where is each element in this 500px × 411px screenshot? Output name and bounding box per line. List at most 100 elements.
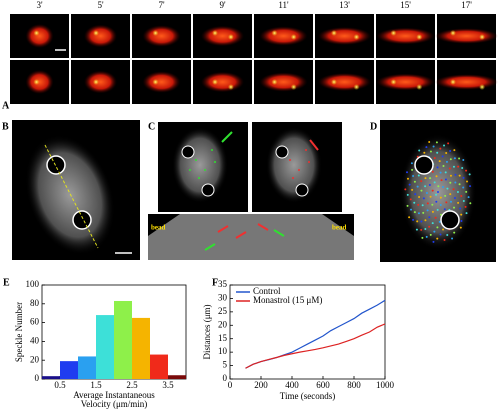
speckle bbox=[452, 165, 455, 168]
time-label: 3' bbox=[36, 0, 43, 10]
speckle bbox=[426, 202, 429, 205]
speckle bbox=[435, 141, 438, 144]
speckle bbox=[437, 191, 439, 193]
speckle bbox=[462, 186, 465, 189]
speckle bbox=[420, 189, 423, 192]
y-tick-label: 60 bbox=[30, 317, 40, 327]
y-tick-label: 35 bbox=[218, 279, 228, 289]
speckle bbox=[442, 186, 445, 189]
data-line bbox=[245, 323, 386, 369]
panel-label: C bbox=[148, 121, 155, 132]
speckle bbox=[435, 193, 438, 196]
time-label: 17' bbox=[461, 0, 472, 10]
speckle bbox=[453, 149, 456, 152]
speckle bbox=[434, 216, 437, 219]
panel-b bbox=[12, 120, 140, 260]
cell bbox=[259, 72, 308, 92]
speckle bbox=[431, 170, 434, 173]
cell bbox=[142, 25, 181, 47]
speckle bbox=[428, 140, 431, 143]
bar bbox=[42, 376, 60, 379]
speckle bbox=[421, 204, 424, 207]
bar bbox=[114, 300, 132, 379]
spot bbox=[227, 84, 234, 90]
cell bbox=[435, 28, 498, 44]
speckle bbox=[433, 181, 436, 184]
speckle bbox=[424, 227, 427, 230]
speckle bbox=[428, 216, 431, 219]
x-tick-label: 0 bbox=[228, 380, 233, 390]
legend-label: Control bbox=[253, 286, 281, 296]
bar bbox=[60, 361, 78, 379]
speckle bbox=[458, 157, 461, 160]
speckle bbox=[431, 222, 434, 225]
speckle bbox=[429, 233, 432, 236]
speckle bbox=[417, 174, 420, 177]
speckle bbox=[439, 147, 442, 150]
x-axis-label: Average Instantaneous bbox=[73, 390, 155, 400]
bar bbox=[168, 375, 186, 379]
speckle bbox=[453, 157, 456, 160]
speckle bbox=[462, 200, 465, 203]
speckle bbox=[439, 203, 442, 206]
speckle bbox=[431, 210, 434, 213]
speckle bbox=[411, 188, 414, 191]
cell bbox=[376, 73, 435, 91]
speckle bbox=[438, 220, 441, 223]
x-tick-label: 2.5 bbox=[126, 380, 138, 390]
time-label: 13' bbox=[339, 0, 350, 10]
speckle bbox=[429, 195, 432, 198]
spot bbox=[390, 79, 397, 85]
speckle bbox=[448, 167, 451, 170]
speckle bbox=[449, 149, 452, 152]
spot bbox=[152, 30, 159, 36]
y-tick-label: 10 bbox=[218, 346, 228, 356]
speckle bbox=[411, 168, 414, 171]
speckle bbox=[454, 173, 457, 176]
speckle bbox=[409, 198, 412, 201]
y-tick-label: 15 bbox=[218, 333, 228, 343]
spot bbox=[416, 84, 423, 90]
y-tick-label: 5 bbox=[223, 360, 228, 370]
speckle bbox=[417, 203, 420, 206]
spot bbox=[93, 30, 99, 36]
spot bbox=[271, 79, 278, 85]
speckle bbox=[442, 165, 445, 168]
speckle bbox=[408, 216, 411, 219]
spot bbox=[450, 30, 456, 36]
spot bbox=[479, 84, 486, 90]
bead-label: bead bbox=[332, 224, 347, 232]
speckle bbox=[441, 155, 444, 158]
cell bbox=[259, 26, 308, 46]
speckle bbox=[435, 175, 438, 178]
spot bbox=[390, 30, 397, 36]
cell bbox=[84, 24, 117, 48]
speckle bbox=[426, 209, 429, 212]
speckle bbox=[465, 212, 468, 215]
speckle bbox=[413, 180, 416, 183]
x-axis-label: Velocity (μm/min) bbox=[81, 399, 148, 409]
x-tick-label: 800 bbox=[347, 380, 361, 390]
cell bbox=[435, 74, 498, 90]
speckle bbox=[418, 196, 421, 199]
panel-label: D bbox=[370, 121, 377, 132]
speckle bbox=[442, 228, 445, 231]
cell bbox=[318, 73, 371, 91]
y-tick-label: 40 bbox=[30, 335, 40, 345]
panel-label: F bbox=[212, 277, 218, 288]
spot bbox=[331, 30, 337, 36]
y-tick-label: 80 bbox=[30, 298, 40, 308]
x-tick-label: 200 bbox=[254, 380, 268, 390]
speckle bbox=[416, 185, 419, 188]
bead-label: bead bbox=[151, 224, 166, 232]
speckle bbox=[462, 176, 465, 179]
speckle bbox=[440, 179, 443, 182]
speckle bbox=[435, 200, 438, 203]
spot bbox=[479, 34, 486, 40]
speckle bbox=[462, 159, 465, 162]
spot bbox=[33, 30, 40, 36]
bar bbox=[78, 356, 96, 379]
speckle bbox=[412, 218, 415, 221]
speckle bbox=[461, 167, 464, 170]
speckle bbox=[431, 203, 434, 206]
